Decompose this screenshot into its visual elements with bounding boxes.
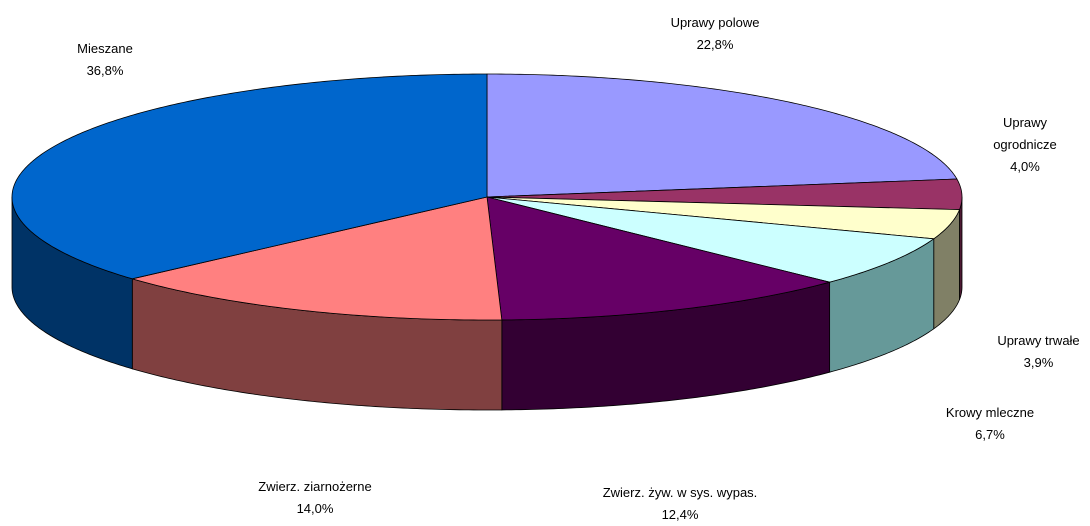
value-label: 22,8% bbox=[696, 37, 734, 52]
category-name: Uprawy polowe bbox=[670, 15, 760, 30]
slice-label: Uprawy polowe 22,8% bbox=[655, 12, 775, 56]
category-name: Krowy mleczne bbox=[945, 405, 1035, 420]
category-name: Zwierz. żyw. w sys. wypas. bbox=[602, 485, 758, 500]
slice-label: Krowy mleczne 6,7% bbox=[920, 402, 1060, 446]
value-label: 4,0% bbox=[1010, 159, 1040, 174]
category-name: Mieszane bbox=[77, 41, 133, 56]
slice-label: Zwierz. ziarnożerne 14,0% bbox=[205, 476, 425, 520]
slice-label: Uprawy trwałe 3,9% bbox=[987, 330, 1090, 374]
value-label: 6,7% bbox=[975, 427, 1005, 442]
value-label: 3,9% bbox=[1023, 355, 1054, 370]
pie-slice bbox=[486, 196, 960, 240]
pie-slice bbox=[486, 73, 958, 198]
category-name: Uprawy ogrodnicze bbox=[993, 115, 1057, 152]
slice-label: Zwierz. żyw. w sys. wypas. 12,4% bbox=[560, 482, 800, 526]
category-name: Zwierz. ziarnożerne bbox=[258, 479, 372, 494]
pie-slice bbox=[486, 196, 831, 321]
pie-slice bbox=[11, 73, 488, 280]
value-label: 12,4% bbox=[661, 507, 699, 522]
category-name: Uprawy trwałe bbox=[997, 333, 1080, 348]
pie-slice bbox=[131, 196, 503, 321]
slice-label: Mieszane 36,8% bbox=[45, 38, 165, 82]
value-label: 36,8% bbox=[86, 63, 124, 78]
value-label: 14,0% bbox=[296, 501, 334, 516]
pie-slice bbox=[486, 178, 963, 211]
pie-slice bbox=[486, 196, 935, 283]
slice-label: Uprawy ogrodnicze 4,0% bbox=[985, 112, 1065, 178]
